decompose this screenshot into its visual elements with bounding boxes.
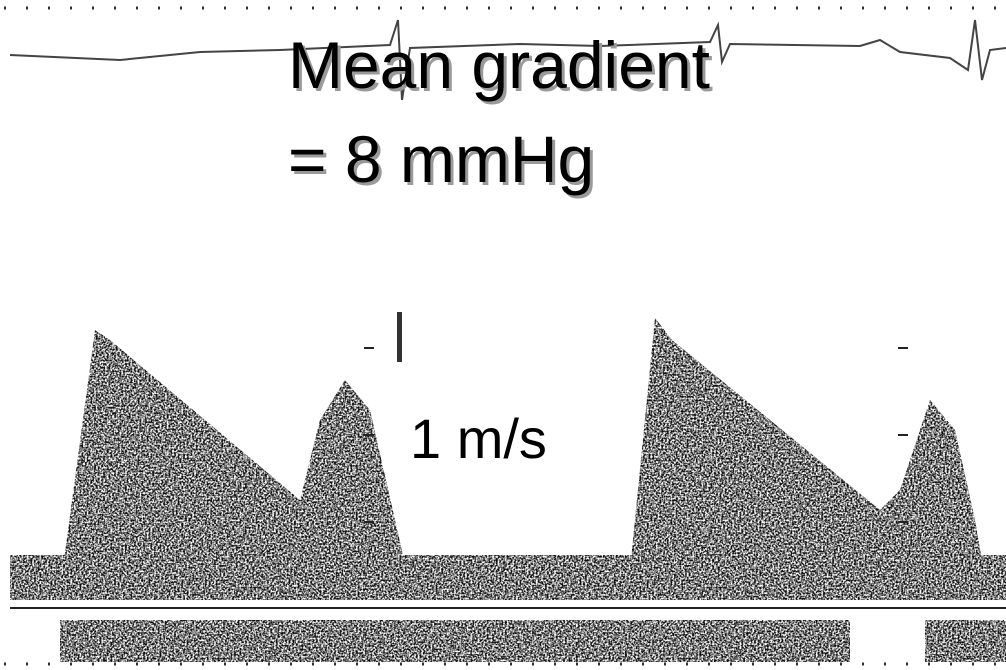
bottom-band-2	[620, 620, 850, 662]
page: Mean gradient Mean gradient = 8 mmHg = 8…	[0, 0, 1006, 670]
baseline-noise	[10, 555, 1006, 600]
title-line-1: Mean gradient	[288, 28, 710, 102]
title-line-2: = 8 mmHg	[288, 122, 594, 196]
bottom-band-1	[60, 620, 620, 662]
scale-label: 1 m/s	[410, 407, 547, 470]
doppler-slide: Mean gradient Mean gradient = 8 mmHg = 8…	[0, 0, 1006, 670]
bottom-band-3	[925, 620, 1006, 662]
marker	[397, 312, 402, 362]
